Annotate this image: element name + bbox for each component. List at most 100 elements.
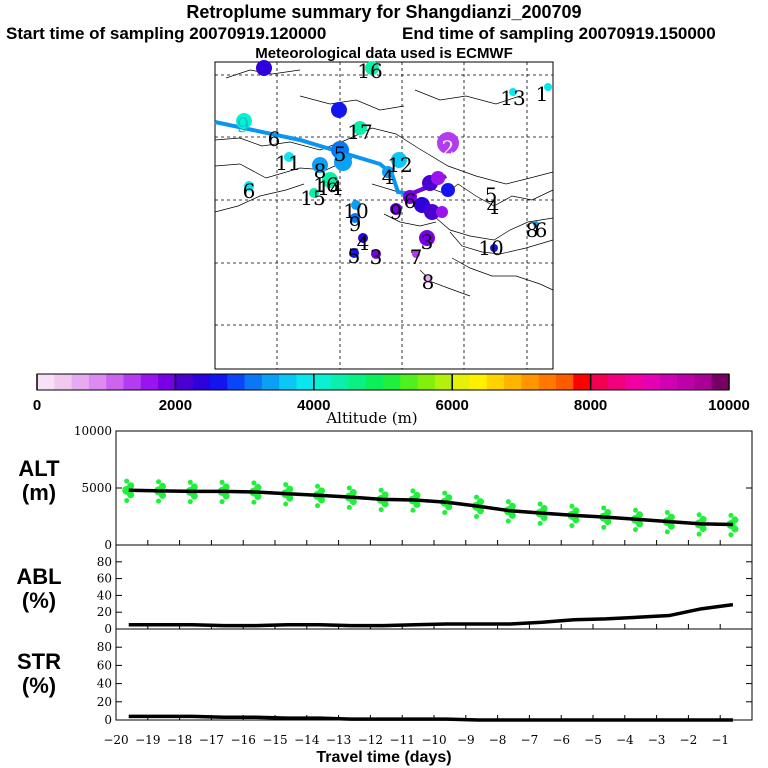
- centroid-dot: [436, 206, 448, 218]
- x-tick-label: −1: [711, 733, 729, 747]
- alt-scatter-dot: [472, 501, 482, 511]
- map-day-label: 4: [357, 231, 370, 255]
- map-coastlines: [214, 69, 554, 297]
- alt-scatter-dot: [537, 520, 543, 526]
- alt-scatter-dot: [376, 494, 386, 504]
- colorbar-swatch: [607, 374, 626, 390]
- map-day-label: 6: [243, 179, 256, 203]
- alt-scatter-dot: [599, 512, 609, 522]
- centroid-dot: [351, 200, 361, 210]
- colorbar-swatch: [417, 374, 436, 390]
- alt-scatter-dot: [664, 510, 670, 516]
- str-y-ticks: 0 20 40 60 80: [97, 640, 752, 727]
- alt-scatter-dot: [315, 503, 321, 509]
- alt-panel-label: ALT (m): [18, 456, 60, 505]
- centroid-dot: [350, 213, 360, 223]
- centroid-dot: [391, 152, 407, 168]
- centroid-dot: [331, 141, 349, 159]
- colorbar-swatch: [106, 374, 124, 390]
- map-day-label: 5: [485, 183, 498, 207]
- alt-scatter-dot: [604, 509, 612, 517]
- abl-series-line: [128, 602, 734, 628]
- colorbar-swatch: [573, 374, 592, 390]
- alt-scatter-dot: [283, 501, 289, 507]
- colorbar-swatch: [348, 374, 367, 390]
- alt-scatter-dot: [286, 494, 294, 502]
- map-day-label: 15: [300, 186, 325, 210]
- alt-scatter-dot: [535, 508, 545, 518]
- alt-scatter-dot: [694, 519, 704, 529]
- colorbar-swatch: [452, 374, 470, 390]
- alt-scatter-dot: [410, 507, 416, 513]
- x-tick-label: −13: [326, 733, 351, 747]
- alt-scatter-dot: [185, 486, 195, 496]
- alt-scatter-dot: [540, 514, 548, 522]
- colorbar-swatch: [123, 374, 142, 390]
- map-day-label: 7: [410, 245, 423, 269]
- colorbar-tick-label: 2000: [159, 397, 192, 414]
- x-tick-label: −8: [489, 733, 507, 747]
- alt-scatter-dots: [122, 478, 739, 538]
- alt-scatter-dot: [381, 500, 389, 508]
- centroid-dot: [533, 221, 539, 227]
- colorbar-swatch: [469, 374, 488, 390]
- colorbar-swatch: [158, 374, 176, 390]
- x-tick-label: −7: [521, 733, 539, 747]
- colorbar-swatch: [590, 374, 609, 390]
- map-day-label: 4: [382, 165, 395, 189]
- centroid-dot: [358, 233, 368, 243]
- alt-scatter-dot: [440, 497, 450, 507]
- alt-scatter-dot: [503, 506, 513, 516]
- alt-scatter-dot: [728, 532, 734, 538]
- series-line: [128, 488, 733, 527]
- y-tick-label: 5000: [81, 481, 112, 495]
- colorbar-swatch: [313, 374, 332, 390]
- x-tick-label: −17: [199, 733, 224, 747]
- centroid-dot: [412, 250, 420, 258]
- alt-panel-frame: [115, 430, 753, 546]
- alt-scatter-dot: [572, 507, 580, 515]
- alt-scatter-dot: [567, 510, 577, 520]
- y-tick-label: 0: [104, 622, 112, 636]
- alt-scatter-dot: [540, 505, 548, 513]
- abl-panel-frame: [115, 544, 753, 630]
- alt-scatter-dot: [154, 486, 164, 496]
- alt-scatter-dot: [313, 490, 323, 500]
- alt-scatter-dot: [124, 478, 130, 484]
- map-gridlines: [215, 62, 553, 369]
- colorbar-swatch: [175, 374, 194, 390]
- alt-scatter-dot: [477, 498, 485, 506]
- centroid-dot: [441, 183, 455, 197]
- alt-scatter-dot: [508, 511, 516, 519]
- map-day-label: 10: [478, 236, 503, 260]
- colorbar-swatch: [210, 374, 228, 390]
- retroplume-trajectory-blue: [214, 120, 411, 196]
- centroid-dot: [437, 132, 459, 154]
- alt-scatter-dot: [349, 498, 357, 506]
- alt-scatter-dot: [281, 489, 291, 499]
- alt-scatter-dot: [505, 499, 511, 505]
- centroid-dot: [390, 203, 402, 215]
- colorbar-swatch: [642, 374, 661, 390]
- colorbar-swatch: [227, 374, 246, 390]
- alt-scatter-dot: [636, 511, 644, 519]
- alt-scatter-dot: [726, 519, 736, 529]
- alt-scatter-dot: [664, 529, 670, 535]
- alt-scatter-dot: [442, 510, 448, 516]
- alt-scatter-dot: [413, 491, 421, 499]
- colorbar-swatch: [88, 374, 107, 390]
- abl-panel-label: ABL (%): [16, 564, 62, 613]
- alt-scatter-dot: [445, 503, 453, 511]
- map-day-label: 8: [422, 270, 435, 294]
- alt-scatter-dot: [217, 486, 227, 496]
- x-tick-label: −6: [552, 733, 570, 747]
- alt-series-line: [128, 488, 734, 527]
- alt-y-ticks: 0 5000 10000: [74, 424, 752, 552]
- map-day-label: 16: [357, 59, 382, 83]
- alt-scatter-dot: [344, 492, 354, 502]
- alt-scatter-dot: [254, 493, 262, 501]
- series-line: [128, 714, 733, 722]
- alt-scatter-dot: [604, 518, 612, 526]
- abl-panel: 0 20 40 60 80: [97, 544, 753, 636]
